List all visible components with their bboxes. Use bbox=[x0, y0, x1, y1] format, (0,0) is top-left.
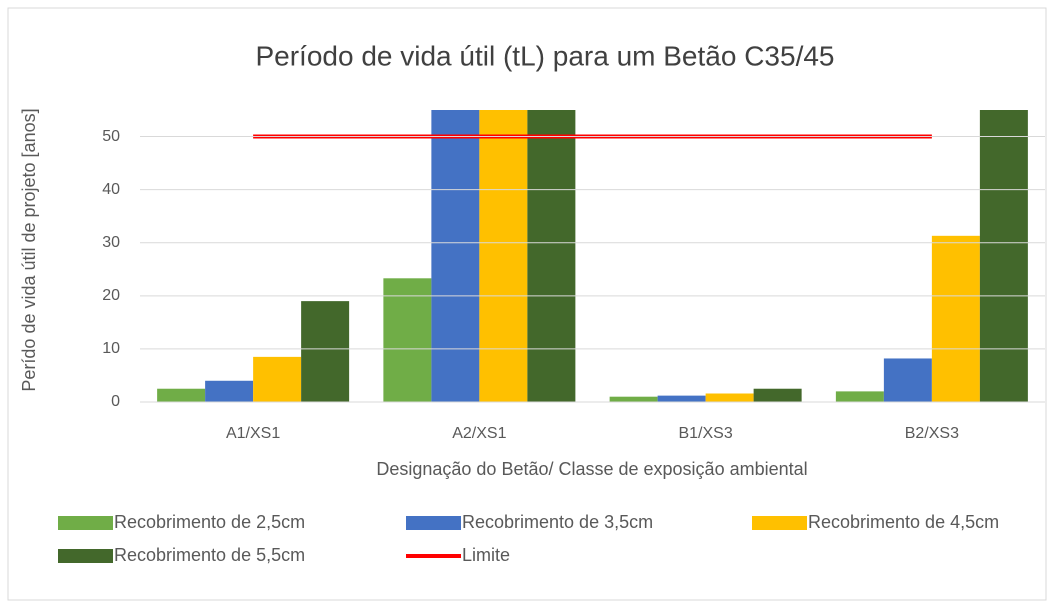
y-tick-label: 20 bbox=[102, 287, 120, 304]
bar bbox=[157, 388, 206, 402]
legend-swatch bbox=[752, 516, 807, 530]
y-tick-label: 10 bbox=[102, 340, 120, 357]
legend-label: Recobrimento de 3,5cm bbox=[462, 512, 653, 532]
bar bbox=[609, 396, 658, 402]
bar bbox=[931, 235, 980, 402]
x-axis-title: Designação do Betão/ Classe de exposição… bbox=[376, 459, 807, 479]
legend-label: Recobrimento de 4,5cm bbox=[808, 512, 999, 532]
x-tick-label: A1/XS1 bbox=[226, 425, 280, 442]
bar bbox=[705, 393, 754, 402]
legend-label: Limite bbox=[462, 545, 510, 565]
bar bbox=[527, 110, 576, 402]
y-tick-label: 0 bbox=[111, 393, 120, 410]
y-axis-title: Perído de vida útil de projeto [anos] bbox=[19, 108, 39, 391]
legend-label: Recobrimento de 2,5cm bbox=[114, 512, 305, 532]
legend-swatch bbox=[58, 516, 113, 530]
y-tick-label: 50 bbox=[102, 128, 120, 145]
bar bbox=[383, 278, 432, 402]
x-tick-label: B1/XS3 bbox=[678, 425, 732, 442]
bar bbox=[253, 356, 302, 402]
bar bbox=[431, 110, 480, 402]
bar bbox=[657, 395, 706, 402]
x-tick-label: B2/XS3 bbox=[905, 425, 959, 442]
bar bbox=[301, 301, 350, 402]
bar bbox=[835, 391, 884, 402]
bar bbox=[753, 388, 802, 402]
x-tick-label: A2/XS1 bbox=[452, 425, 506, 442]
y-tick-label: 30 bbox=[102, 234, 120, 251]
y-tick-label: 40 bbox=[102, 181, 120, 198]
chart-title: Período de vida útil (tL) para um Betão … bbox=[255, 40, 834, 71]
legend-swatch bbox=[58, 549, 113, 563]
legend-swatch bbox=[406, 516, 461, 530]
bar bbox=[979, 110, 1028, 402]
bar bbox=[479, 110, 528, 402]
bar bbox=[205, 380, 254, 402]
legend-label: Recobrimento de 5,5cm bbox=[114, 545, 305, 565]
bar bbox=[883, 358, 932, 402]
